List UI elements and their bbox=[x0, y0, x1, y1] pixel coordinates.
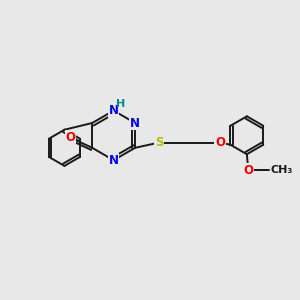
Text: N: N bbox=[130, 116, 140, 130]
Text: S: S bbox=[155, 136, 163, 149]
Text: O: O bbox=[215, 136, 225, 149]
Text: CH₃: CH₃ bbox=[271, 165, 293, 175]
Text: O: O bbox=[243, 164, 253, 177]
Text: H: H bbox=[116, 99, 126, 109]
Text: N: N bbox=[109, 104, 118, 117]
Text: O: O bbox=[65, 131, 75, 144]
Text: N: N bbox=[109, 154, 118, 167]
